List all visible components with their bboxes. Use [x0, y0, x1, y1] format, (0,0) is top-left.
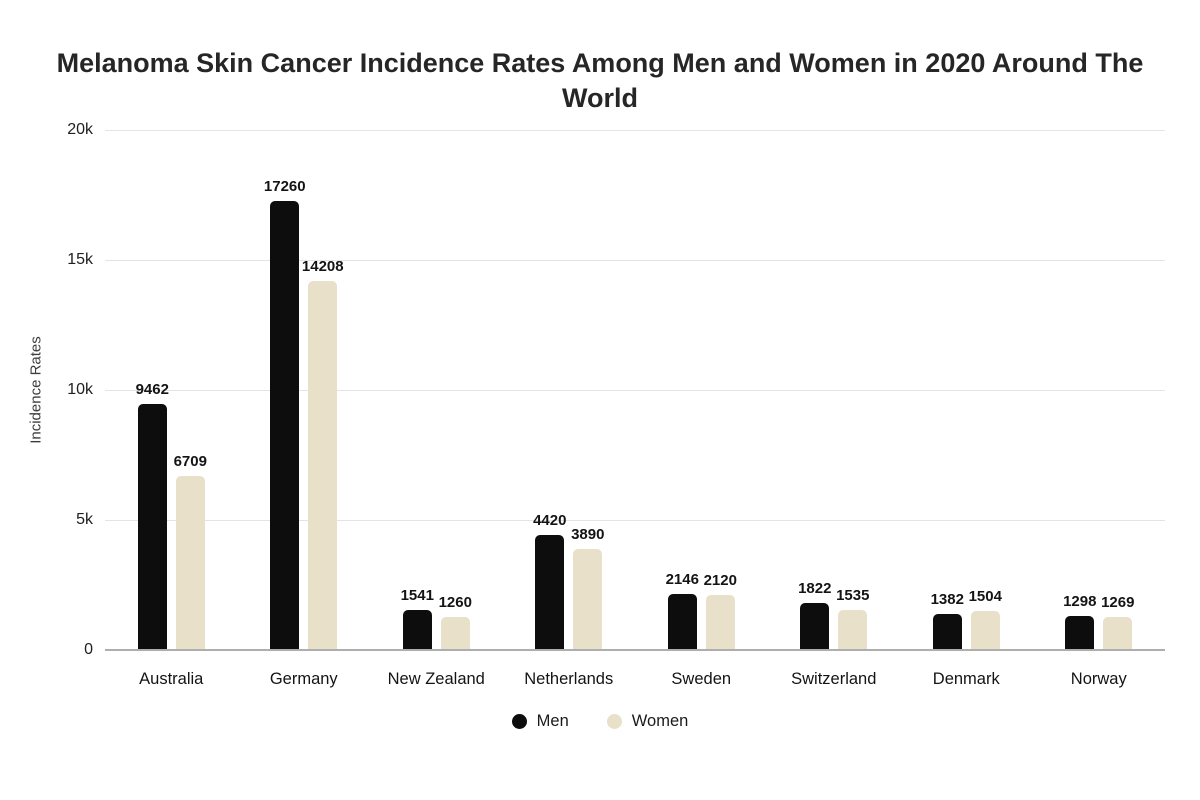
- x-category-label-australia: Australia: [139, 670, 204, 688]
- value-label-women-australia: 6709: [173, 452, 207, 470]
- y-tick-label: 0: [84, 641, 93, 658]
- value-label-men-australia: 9462: [135, 381, 169, 398]
- bar-men-sweden[interactable]: [667, 594, 697, 650]
- plot-area: 0 5k 10k 15k 20k 9462 6709 Australia 17260 14208 G…: [67, 121, 1165, 688]
- legend-label-men: Men: [536, 712, 569, 730]
- y-axis-label: Incidence Rates: [27, 336, 45, 444]
- value-label-men-germany: 17260: [263, 178, 306, 196]
- x-category-label-denmark: Denmark: [932, 670, 1000, 688]
- x-axis-baseline: [105, 649, 1165, 651]
- y-tick-label: 10k: [67, 381, 93, 398]
- bar-women-denmark[interactable]: [970, 610, 1000, 650]
- gridline: [105, 520, 1165, 521]
- bar-women-switzerland[interactable]: [838, 610, 868, 650]
- bar-men-new-zealand[interactable]: [402, 609, 432, 650]
- value-label-women-denmark: 1504: [968, 587, 1002, 605]
- x-category-label-germany: Germany: [269, 670, 338, 688]
- value-label-men-switzerland: 1822: [798, 579, 832, 597]
- x-category-label-switzerland: Switzerland: [791, 670, 877, 688]
- value-label-men-new-zealand: 1541: [400, 586, 434, 604]
- legend-dot-men: [511, 714, 527, 729]
- value-label-men-norway: 1298: [1063, 593, 1097, 611]
- bar-women-australia[interactable]: [175, 475, 205, 650]
- x-category-label-new-zealand: New Zealand: [387, 670, 485, 688]
- bar-women-germany[interactable]: [308, 280, 338, 650]
- legend-item-men[interactable]: Men: [511, 712, 569, 731]
- legend-label-women: Women: [631, 712, 689, 730]
- legend: Men Women: [0, 712, 1200, 731]
- chart-title: Melanoma Skin Cancer Incidence Rates Amo…: [56, 48, 1144, 114]
- bar-women-new-zealand[interactable]: [440, 617, 470, 650]
- value-label-women-norway: 1269: [1101, 594, 1135, 612]
- value-label-women-switzerland: 1535: [836, 587, 870, 605]
- legend-dot-women: [606, 714, 622, 729]
- legend-item-women[interactable]: Women: [606, 712, 689, 731]
- bar-men-netherlands[interactable]: [535, 535, 565, 650]
- bar-women-norway[interactable]: [1103, 617, 1133, 650]
- value-label-women-new-zealand: 1260: [438, 594, 472, 612]
- bar-women-sweden[interactable]: [705, 594, 735, 650]
- y-tick-label: 15k: [67, 251, 93, 268]
- bar-women-netherlands[interactable]: [573, 548, 603, 650]
- bar-men-norway[interactable]: [1065, 616, 1095, 650]
- bar-men-australia[interactable]: [137, 404, 167, 650]
- bar-men-denmark[interactable]: [932, 614, 962, 650]
- x-category-label-norway: Norway: [1070, 670, 1127, 688]
- x-category-label-sweden: Sweden: [671, 670, 732, 688]
- bar-men-switzerland[interactable]: [800, 602, 830, 650]
- bar-men-germany[interactable]: [270, 201, 300, 650]
- value-label-women-sweden: 2120: [703, 571, 737, 589]
- gridline: [105, 130, 1165, 131]
- value-label-men-netherlands: 4420: [533, 512, 567, 530]
- gridline: [105, 390, 1165, 391]
- y-tick-label: 20k: [67, 121, 93, 138]
- gridline: [105, 260, 1165, 261]
- value-label-women-netherlands: 3890: [571, 525, 605, 543]
- value-label-women-germany: 14208: [301, 257, 344, 275]
- y-tick-label: 5k: [76, 511, 93, 528]
- x-category-label-netherlands: Netherlands: [524, 670, 614, 688]
- value-label-men-denmark: 1382: [930, 591, 964, 609]
- value-label-men-sweden: 2146: [665, 571, 699, 589]
